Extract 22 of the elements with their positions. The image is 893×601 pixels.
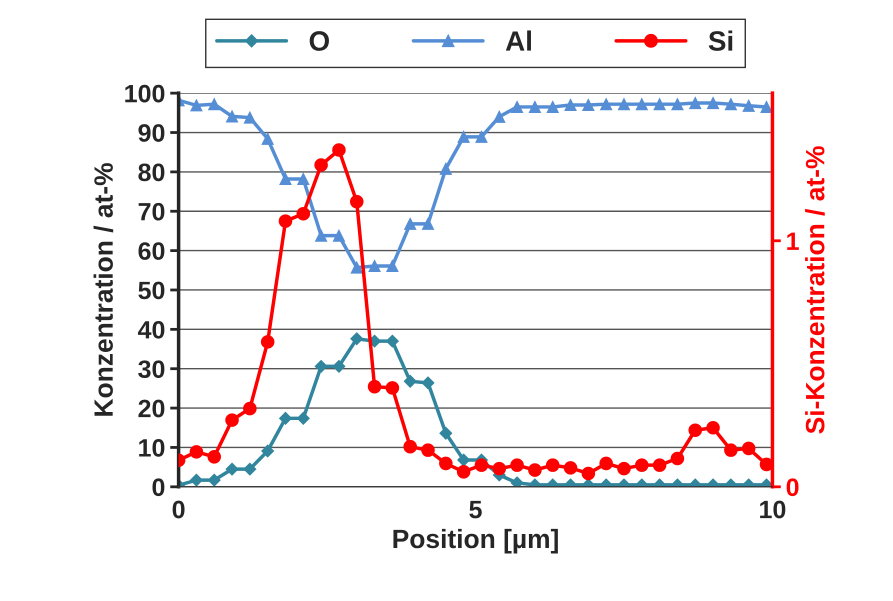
y2-tick-label: 0 (786, 478, 799, 496)
x-axis-title: Position [µm] (393, 528, 558, 554)
y-tick-label: 50 (138, 282, 164, 300)
y-tick-label: 90 (138, 124, 164, 142)
y-tick-label: 100 (125, 84, 164, 102)
y-axis-title: Konzentration / at-% (94, 163, 114, 416)
y-tick-label: 80 (138, 163, 164, 182)
x-tick-label: 5 (469, 500, 482, 518)
legend-label: O (310, 31, 329, 51)
legend-label: Al (506, 30, 531, 51)
y-tick-label: 0 (152, 478, 164, 496)
y2-tick-label: 1 (787, 232, 799, 250)
x-tick-label: 0 (172, 500, 185, 518)
y-tick-label: 70 (138, 202, 164, 221)
y-tick-label: 60 (138, 242, 164, 260)
y-tick-label: 10 (139, 439, 164, 457)
y-tick-label: 30 (138, 360, 164, 378)
y2-axis-title: Si-Konzentration / at-% (805, 146, 825, 434)
y-tick-label: 20 (138, 400, 164, 418)
y-tick-label: 40 (138, 320, 164, 339)
legend-label: Si (708, 30, 732, 51)
x-tick-label: 10 (760, 500, 786, 518)
